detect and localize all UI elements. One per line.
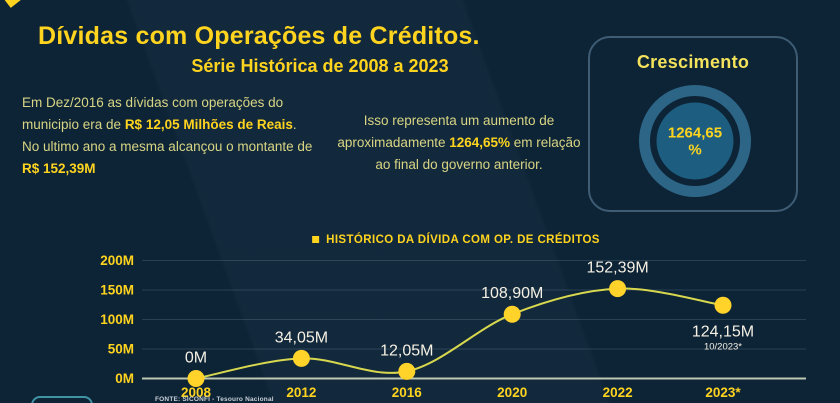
y-tick-label: 50M [108,342,134,357]
growth-donut-ring: 1264,65 % [639,85,751,197]
x-tick-label: 2023* [705,385,741,400]
data-point [609,280,627,298]
summary-left-period: . [292,117,297,132]
series-line [195,287,724,380]
x-tick-label: 2012 [286,385,316,400]
point-label: 0M [185,350,207,367]
point-sublabel: 10/2023* [704,341,742,352]
data-point [398,362,416,380]
data-point [187,370,205,387]
data-point [714,296,732,314]
y-tick-label: 100M [100,312,134,327]
x-tick-label: 2016 [392,385,423,400]
legend-swatch-icon [312,236,320,243]
x-tick-label: 2020 [497,385,527,400]
page-subtitle: Série Histórica de 2008 a 2023 [191,56,449,76]
point-label: 12,05M [380,342,433,359]
summary-left-bold-2: R$ 152,39M [22,161,96,176]
x-tick-label: 2008 [181,385,212,400]
growth-donut-center: 1264,65 % [656,102,734,180]
y-tick-label: 150M [100,283,134,298]
point-label: 108,90M [481,285,543,302]
growth-card: Crescimento 1264,65 % [588,36,798,212]
summary-text-center: Isso representa um aumento de aproximada… [336,110,582,176]
page-title: Dívidas com Operações de Créditos. [38,22,480,50]
summary-left-regular-2: No ultimo ano a mesma alcançou o montant… [22,139,313,154]
source-note: FONTE: SICONFI - Tesouro Nacional [155,396,274,403]
summary-center-bold-1: 1264,65% [449,135,511,150]
summary-center-regular-1: Isso representa um aumento de aproximada… [337,113,555,150]
x-tick-label: 2022 [603,385,633,400]
legend-label: HISTÓRICO DA DÍVIDA COM OP. DE CRÉDITOS [326,234,600,246]
point-label: 34,05M [275,329,328,346]
point-label: 124,15M [692,323,754,340]
growth-value-unit: % [688,141,702,158]
data-point [292,349,310,367]
summary-text-left: Em Dez/2016 as dívidas com operações do … [22,92,322,180]
summary-left-sentence-2: No ultimo ano a mesma alcançou o montant… [22,136,322,180]
chart-legend: HISTÓRICO DA DÍVIDA COM OP. DE CRÉDITOS [312,234,600,246]
data-point [503,305,521,323]
summary-left-regular-1: Em Dez/2016 as dívidas com operações do … [22,95,284,132]
summary-center-regular-2: em relação ao final do governo anterior. [375,135,581,172]
summary-left-bold-1: R$ 12,05 Milhões de Reais [124,117,293,132]
growth-value: 1264,65 [667,124,723,141]
growth-card-title: Crescimento [636,52,750,72]
y-tick-label: 200M [100,253,134,268]
point-label: 152,39M [586,260,648,277]
bottom-left-capsule-decoration [31,396,93,403]
y-tick-label: 0M [115,371,134,386]
summary-left-sentence-1: Em Dez/2016 as dívidas com operações do … [22,92,322,136]
